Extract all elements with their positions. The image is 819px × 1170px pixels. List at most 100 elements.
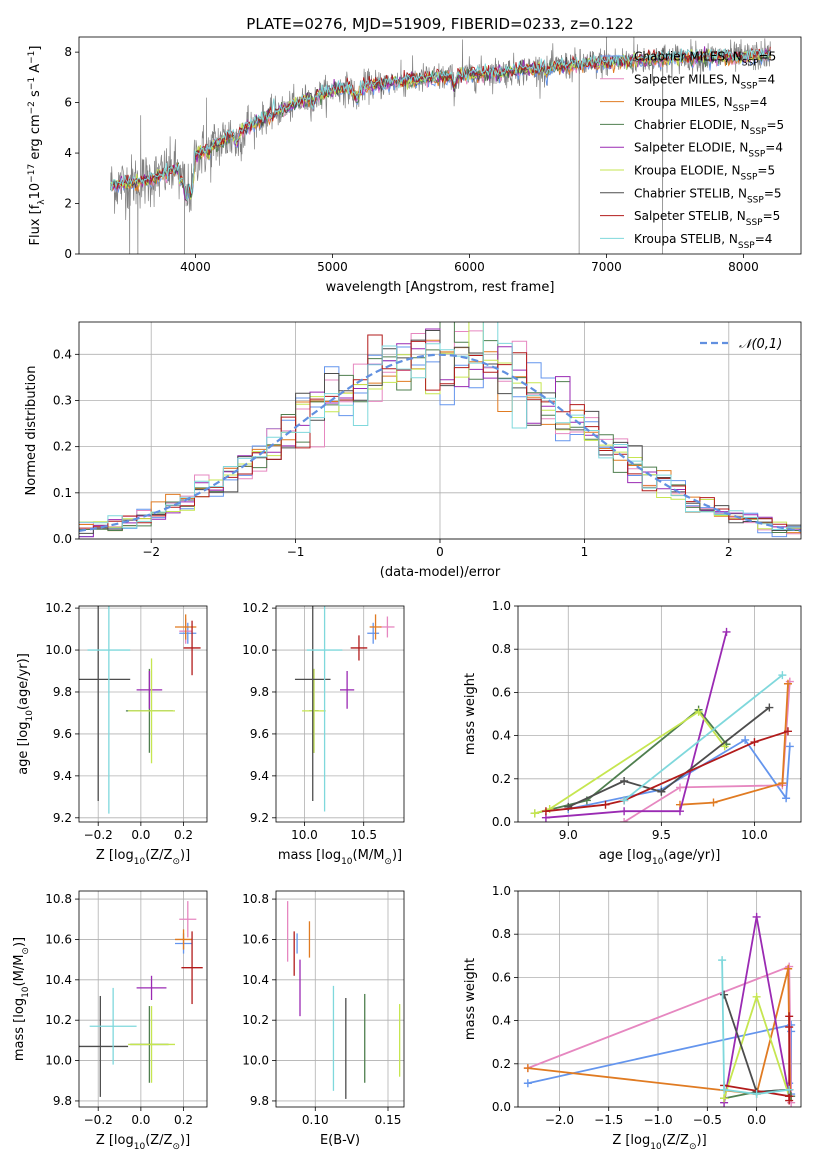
- y-tick-label: 10.0: [45, 1054, 72, 1068]
- x-axis-label-part: (M/M: [353, 848, 385, 863]
- axes-frame: [517, 890, 802, 1108]
- x-tick-label: 0.10: [302, 1113, 329, 1127]
- weight-marker: [785, 1012, 794, 1021]
- x-tick-label: 0.15: [375, 1113, 402, 1127]
- y-tick-label: 0.0: [53, 532, 72, 546]
- x-tick-label: 0.0: [131, 1113, 150, 1127]
- weight-marker: [782, 794, 791, 803]
- legend-sub: SSP: [741, 81, 758, 91]
- x-axis-label: mass [log10(M/M⊙)]: [278, 848, 402, 867]
- y-axis-label-part: mass [log: [12, 998, 27, 1061]
- axes-frame: [275, 605, 405, 823]
- x-axis-label-part: mass [log: [278, 848, 341, 863]
- legend-entry: Kroupa STELIB, NSSP=4: [634, 232, 772, 251]
- panel-residuals: −2 −1 0 1 2 0.0 0.1 0.2 0.3 0.4 (data-model)/error…: [24, 321, 802, 580]
- legend-sub: SSP: [742, 59, 759, 69]
- x-axis-label-part: 10: [650, 1142, 662, 1152]
- weight-marker: [657, 787, 666, 796]
- errorbar-point: [136, 975, 167, 1001]
- legend-label: Kroupa MILES, N: [634, 95, 733, 109]
- legend-label: Chabrier MILES, N: [634, 50, 742, 64]
- grid: [276, 606, 404, 822]
- y-axis-label: Flux [fλ10−17 erg cm−2 s−1 A−1]: [27, 46, 47, 246]
- errorbar-point: [179, 622, 197, 644]
- errorbar-point: [128, 1006, 175, 1083]
- y-tick-label: 10.2: [242, 601, 269, 615]
- legend-label: 𝒩(0,1): [739, 337, 782, 352]
- x-tick-label: 7000: [591, 260, 622, 274]
- weight-marker: [741, 735, 750, 744]
- y-tick-label: 0.8: [492, 927, 511, 941]
- weight-marker: [694, 707, 703, 716]
- x-tick-label: 0.2: [174, 828, 193, 842]
- weight-marker: [620, 807, 629, 816]
- x-tick-label: −0.2: [84, 828, 113, 842]
- x-tick-label: 0.2: [174, 1113, 193, 1127]
- weight-marker: [709, 798, 718, 807]
- legend-tail: =5: [764, 186, 782, 200]
- weight-series: [564, 735, 794, 814]
- x-axis-label-part: ⊙: [384, 857, 392, 867]
- y-tick-label: 9.6: [250, 727, 269, 741]
- weight-marker: [523, 1064, 532, 1073]
- y-axis-label: age [log10(age/yr)]: [16, 653, 35, 775]
- weight-series: [620, 671, 787, 805]
- legend-entry: Kroupa MILES, NSSP=4: [634, 95, 767, 114]
- y-tick-label: 0.4: [492, 1014, 511, 1028]
- weight-marker: [601, 800, 610, 809]
- y-tick-label: 0: [64, 247, 72, 261]
- legend-label: Salpeter ELODIE, N: [634, 141, 748, 155]
- weight-marker: [778, 779, 787, 788]
- x-axis-label-part: ⊙: [172, 857, 180, 867]
- x-axis-label: wavelength [Angstrom, rest frame]: [326, 280, 555, 295]
- weight-marker: [752, 912, 761, 921]
- x-axis-label-part: 10: [341, 857, 353, 867]
- grid: [276, 891, 404, 1107]
- weight-marker: [523, 1079, 532, 1088]
- x-axis-label-part: 10: [134, 857, 146, 867]
- x-axis-label-part: Z [log: [612, 1133, 650, 1148]
- panel-age-vs-mass: 10.0 10.5 9.2 9.4 9.6 9.8 10.0 10.2 mass [log10(…: [242, 601, 405, 867]
- errorbar-point: [306, 606, 343, 812]
- y-tick-label: 9.6: [53, 727, 72, 741]
- y-tick-label: 10.0: [242, 1054, 269, 1068]
- weight-marker: [720, 1094, 729, 1103]
- y-tick-label: 4: [64, 146, 72, 160]
- y-axis-label-part: (age/yr)]: [16, 653, 31, 710]
- y-axis-label-part: λ: [37, 199, 47, 205]
- legend-tail: =4: [750, 95, 768, 109]
- y-tick-label: 8: [64, 45, 72, 59]
- x-axis-label-part: Z [log: [96, 1133, 134, 1148]
- legend-entry: Salpeter MILES, NSSP=4: [634, 72, 775, 91]
- errorbar-point: [340, 671, 355, 709]
- y-axis-label-part: −1: [27, 51, 37, 64]
- x-axis-label-part: (Z/Z: [145, 848, 172, 863]
- y-tick-label: 10.6: [242, 932, 269, 946]
- weight-marker: [752, 1090, 761, 1099]
- plot-area: [523, 912, 796, 1107]
- x-axis-label-part: )]: [392, 848, 402, 863]
- y-tick-label: 0.4: [53, 347, 72, 361]
- x-tick-label: 9.0: [559, 828, 578, 842]
- y-tick-label: 10.4: [242, 973, 269, 987]
- x-axis-label-part: ⊙: [172, 1142, 180, 1152]
- y-tick-label: 0.0: [492, 815, 511, 829]
- y-tick-label: 0.3: [53, 393, 72, 407]
- errorbar-point: [89, 987, 137, 1065]
- x-axis-label: age [log10(age/yr)]: [599, 848, 721, 867]
- legend-sub: SSP: [741, 173, 758, 183]
- x-axis-label-part: ⊙: [689, 1142, 697, 1152]
- plot-area: [79, 901, 203, 1097]
- x-tick-label: 5000: [317, 260, 348, 274]
- legend-tail: =4: [765, 141, 783, 155]
- weight-marker: [778, 671, 787, 680]
- x-tick-label: 2: [725, 545, 733, 559]
- legend-tail: =4: [755, 232, 773, 246]
- legend-label: Salpeter STELIB, N: [634, 209, 746, 223]
- errorbar-point: [183, 620, 201, 676]
- y-axis-label-part: (M/M: [12, 955, 27, 987]
- legend-label: Kroupa ELODIE, N: [634, 164, 741, 178]
- y-axis-label: mass weight: [463, 673, 478, 755]
- weight-marker: [541, 807, 550, 816]
